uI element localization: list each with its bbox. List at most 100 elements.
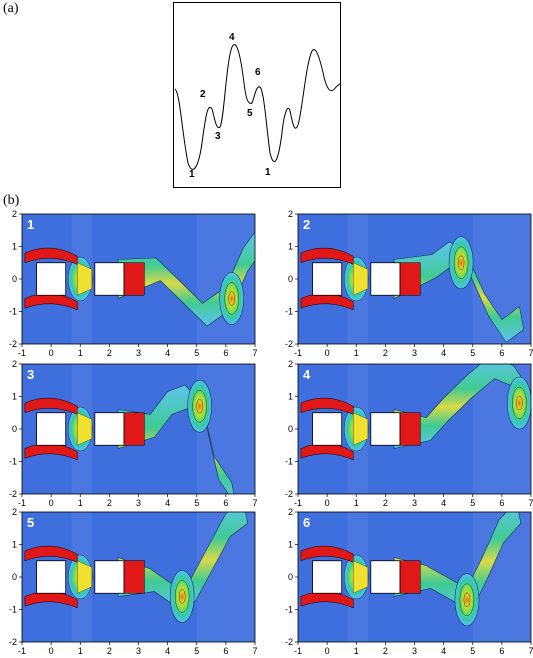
y-tick-label: 0	[288, 572, 293, 582]
snapshot-number-label: 3	[27, 367, 34, 382]
x-tick-label: 0	[325, 498, 330, 508]
x-tick-label: 4	[441, 348, 446, 358]
square-cylinder-downstream	[94, 560, 125, 594]
x-tick-label: -1	[18, 646, 26, 656]
vorticity-snapshot-panel: 2 1 0 -1 -2 -1 0 1 2 3 4 5 6 7 5	[0, 508, 257, 658]
x-tick-label: 0	[325, 646, 330, 656]
snapshot-number-label: 6	[303, 515, 310, 530]
gap-contour	[77, 262, 93, 296]
x-tick-label: 1	[354, 646, 359, 656]
snapshot-number-label: 4	[303, 367, 311, 382]
x-tick-label: 2	[383, 646, 388, 656]
shed-vortex	[219, 272, 244, 325]
y-tick-label: 2	[288, 508, 293, 517]
x-tick-label: 6	[499, 498, 504, 508]
y-tick-label: 0	[12, 274, 17, 284]
gap-contour	[353, 262, 369, 296]
x-tick-label: 5	[194, 348, 199, 358]
x-tick-label: 0	[49, 646, 54, 656]
y-tick-label: -2	[9, 637, 17, 647]
shear-layer	[123, 412, 145, 446]
x-tick-label: 2	[383, 348, 388, 358]
x-tick-label: 5	[470, 348, 475, 358]
shed-vortex	[187, 379, 212, 433]
vortex-contour	[196, 399, 203, 414]
square-cylinder-upstream	[36, 560, 67, 594]
snapshot-number-label: 2	[303, 217, 310, 232]
y-tick-label: -1	[285, 605, 293, 615]
vorticity-snapshot-panel: 2 1 0 -1 -2 -1 0 1 2 3 4 5 6 7 4	[276, 360, 533, 510]
snapshot-svg: 210-1-2-1 0 1 2 3 4 5 6 75	[9, 508, 257, 656]
x-tick-label: 3	[412, 348, 417, 358]
shear-layer	[123, 560, 145, 594]
square-cylinder-downstream	[370, 262, 401, 296]
waveform-svg	[174, 44, 342, 170]
x-tick-label: 2	[107, 348, 112, 358]
y-tick-label: 0	[288, 274, 293, 284]
y-tick-label: 1	[12, 540, 17, 550]
vortex-contour	[224, 282, 239, 315]
vortex-contour	[512, 386, 527, 420]
x-tick-label: 7	[252, 498, 257, 508]
x-tick-label: -1	[18, 348, 26, 358]
shear-layer	[399, 412, 421, 446]
figure-label-a: (a)	[3, 1, 19, 16]
y-tick-label: 0	[12, 424, 17, 434]
y-tick-label: 1	[288, 540, 293, 550]
lift-waveform-plot: 1 2 3 4 5 6 1	[173, 2, 342, 188]
y-tick-label: -1	[9, 457, 17, 467]
snapshot-number-label: 5	[27, 515, 34, 530]
vorticity-snapshot-panel: 2 1 0 -1 -2 -1 0 1 2 3 4 5 6 7 6	[276, 508, 533, 658]
vortex-contour	[178, 589, 186, 604]
y-tick-label: 1	[12, 392, 17, 402]
wave-point-label: 1	[189, 169, 195, 180]
x-tick-label: -1	[18, 498, 26, 508]
shed-vortex	[169, 570, 195, 623]
x-tick-label: 3	[136, 498, 141, 508]
vortex-contour	[453, 246, 469, 279]
x-tick-label: 6	[223, 646, 228, 656]
x-tick-label: 1	[78, 348, 83, 358]
square-cylinder-downstream	[94, 412, 125, 446]
shed-vortex	[454, 573, 480, 627]
wave-point-label: 4	[229, 32, 235, 43]
wake-band	[393, 364, 531, 449]
x-tick-label: 4	[165, 498, 170, 508]
snapshot-svg: 210-1-2-1 0 1 2 3 4 5 6 74	[285, 360, 533, 508]
y-tick-label: -1	[9, 605, 17, 615]
x-tick-label: 6	[499, 646, 504, 656]
x-tick-label: 0	[49, 348, 54, 358]
x-tick-label: 2	[107, 646, 112, 656]
x-tick-label: 0	[325, 348, 330, 358]
x-tick-label: 7	[528, 646, 533, 656]
gap-contour	[353, 412, 369, 446]
x-tick-label: 4	[165, 646, 170, 656]
wave-point-label: 6	[255, 67, 261, 78]
shear-layer	[123, 262, 145, 296]
x-tick-label: 6	[223, 498, 228, 508]
wave-point-label: 1	[265, 167, 271, 178]
x-tick-label: 6	[223, 348, 228, 358]
square-cylinder-upstream	[312, 262, 343, 296]
square-cylinder-upstream	[36, 262, 67, 296]
vortex-contour	[228, 291, 235, 306]
x-tick-label: 5	[470, 498, 475, 508]
y-tick-label: -1	[285, 307, 293, 317]
shear-layer	[399, 262, 421, 296]
x-tick-label: 3	[412, 498, 417, 508]
x-tick-label: 7	[528, 498, 533, 508]
y-tick-label: 1	[288, 392, 293, 402]
y-tick-label: 2	[12, 210, 17, 219]
x-tick-label: 4	[441, 646, 446, 656]
square-cylinder-upstream	[36, 412, 67, 446]
y-tick-label: 2	[288, 210, 293, 219]
y-tick-label: 2	[288, 360, 293, 369]
wake-band	[393, 512, 522, 612]
figure-label-b: (b)	[3, 193, 20, 208]
x-tick-label: 5	[470, 646, 475, 656]
square-cylinder-downstream	[370, 560, 401, 594]
vortex-contour	[459, 583, 475, 616]
x-tick-label: 1	[354, 498, 359, 508]
snapshot-number-label: 1	[27, 217, 34, 232]
shed-vortex	[448, 236, 474, 290]
